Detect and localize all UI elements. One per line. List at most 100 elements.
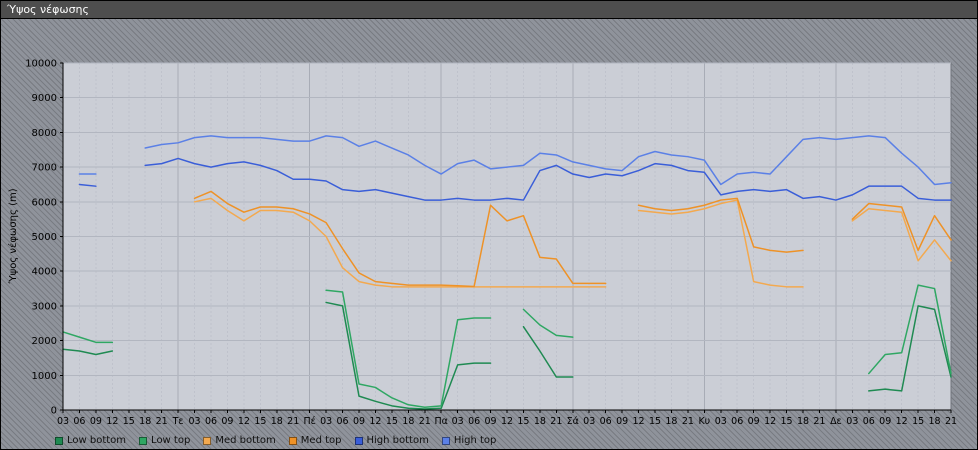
x-tick-label: 21	[419, 416, 431, 427]
x-tick-label: 03	[846, 416, 858, 427]
y-tick-label: 4000	[32, 267, 57, 278]
x-tick-label: 09	[221, 416, 233, 427]
y-tick-label: 9000	[32, 93, 57, 104]
x-tick-label: Σά	[567, 416, 579, 427]
x-tick-label: 09	[616, 416, 628, 427]
x-tick-label: 21	[156, 416, 168, 427]
y-axis-title: Ύψος νέφωσης (m)	[7, 188, 19, 284]
x-tick-label: 06	[468, 416, 480, 427]
y-tick-label: 8000	[32, 128, 57, 139]
x-tick-label: 03	[57, 416, 69, 427]
x-tick-label: 15	[781, 416, 793, 427]
series-line-low-top	[62, 331, 114, 344]
panel-titlebar: Ύψος νέφωσης	[1, 1, 977, 19]
x-tick-label: 03	[452, 416, 464, 427]
chart-legend: Low bottom Low top Med bottom Med top High b…	[55, 435, 496, 446]
x-tick-label: 06	[731, 416, 743, 427]
series-line-low-bottom	[522, 325, 574, 378]
x-tick-label: 09	[748, 416, 760, 427]
x-tick-label: 12	[106, 416, 118, 427]
legend-label-high-top: High top	[453, 435, 497, 446]
legend-label-med-bottom: Med bottom	[215, 435, 276, 446]
gridlines	[64, 62, 951, 410]
series-line-high-top	[144, 135, 952, 186]
legend-label-low-top: Low top	[151, 435, 191, 446]
y-tick-label: 5000	[32, 232, 57, 243]
x-tick-label: 21	[813, 416, 825, 427]
x-tick-label: 21	[550, 416, 562, 427]
y-tick-label: 0	[51, 406, 57, 417]
legend-label-low-bottom: Low bottom	[67, 435, 127, 446]
series-line-med-top	[637, 197, 804, 253]
series-line-low-bottom	[62, 348, 114, 356]
legend-item-low-bottom: Low bottom	[55, 435, 126, 446]
y-axis-labels: 0 1000 2000 3000 4000 5000 6000 7000 8000 9000 100…	[25, 59, 63, 417]
legend-swatch-med-bottom	[203, 436, 212, 445]
x-tick-label: 18	[402, 416, 414, 427]
panel-title: Ύψος νέφωσης	[7, 3, 89, 16]
x-tick-label: 06	[337, 416, 349, 427]
x-tick-label: 18	[665, 416, 677, 427]
x-tick-label: Δε	[830, 416, 842, 427]
x-tick-label: 12	[369, 416, 381, 427]
x-tick-label: 18	[139, 416, 151, 427]
legend-label-med-top: Med top	[300, 435, 342, 446]
x-tick-label: 09	[90, 416, 102, 427]
x-tick-label: 09	[353, 416, 365, 427]
x-tick-label: 15	[912, 416, 924, 427]
x-tick-label: 03	[189, 416, 201, 427]
series-line-med-bottom	[193, 197, 607, 288]
series-line-low-top	[325, 289, 492, 408]
x-tick-label: 15	[123, 416, 135, 427]
x-tick-label: 12	[896, 416, 908, 427]
series-line-low-bottom	[325, 301, 492, 410]
y-tick-label: 7000	[32, 163, 57, 174]
series-line-high-bottom	[78, 183, 97, 187]
x-tick-label: 03	[715, 416, 727, 427]
x-tick-label: 03	[583, 416, 595, 427]
x-axis-labels: 03 06 09 12 15 18 21 Τε 03 06 09 12 15 18 21 Πέ 03 06 09 12…	[57, 410, 957, 427]
x-tick-label: 03	[320, 416, 332, 427]
legend-swatch-low-top	[139, 436, 148, 445]
series-line-low-top	[522, 308, 574, 338]
x-tick-label: 18	[797, 416, 809, 427]
x-tick-label: 09	[485, 416, 497, 427]
series-line-med-top	[851, 202, 952, 252]
legend-swatch-high-top	[441, 436, 450, 445]
legend-item-med-bottom: Med bottom	[203, 435, 276, 446]
legend-swatch-high-bottom	[354, 436, 363, 445]
x-tick-label: 21	[287, 416, 299, 427]
series-line-med-top	[193, 190, 607, 288]
legend-item-high-top: High top	[441, 435, 497, 446]
x-tick-label: Πα	[435, 416, 448, 427]
series-line-low-top	[868, 284, 952, 375]
x-tick-label: 15	[386, 416, 398, 427]
x-tick-label: 21	[682, 416, 694, 427]
legend-item-med-top: Med top	[288, 435, 342, 446]
x-tick-label: 12	[501, 416, 513, 427]
x-tick-label: 09	[879, 416, 891, 427]
series-line-high-bottom	[144, 157, 952, 201]
legend-item-high-bottom: High bottom	[354, 435, 429, 446]
x-tick-label: Κυ	[698, 416, 710, 427]
x-tick-label: 15	[649, 416, 661, 427]
x-tick-label: 12	[764, 416, 776, 427]
x-tick-label: 06	[205, 416, 217, 427]
legend-swatch-low-bottom	[55, 436, 63, 445]
series-lines	[62, 135, 952, 410]
x-tick-label: Πέ	[304, 416, 316, 427]
x-tick-label: 18	[929, 416, 941, 427]
y-tick-label: 3000	[32, 301, 57, 312]
x-tick-label: 15	[254, 416, 266, 427]
legend-item-low-top: Low top	[139, 435, 190, 446]
series-line-med-bottom	[637, 199, 804, 288]
x-tick-label: 18	[534, 416, 546, 427]
x-tick-label: 06	[600, 416, 612, 427]
x-tick-label: 15	[517, 416, 529, 427]
legend-label-high-bottom: High bottom	[366, 435, 429, 446]
series-line-med-bottom	[851, 207, 952, 262]
legend-swatch-med-top	[288, 436, 297, 445]
y-tick-label: 2000	[32, 336, 57, 347]
